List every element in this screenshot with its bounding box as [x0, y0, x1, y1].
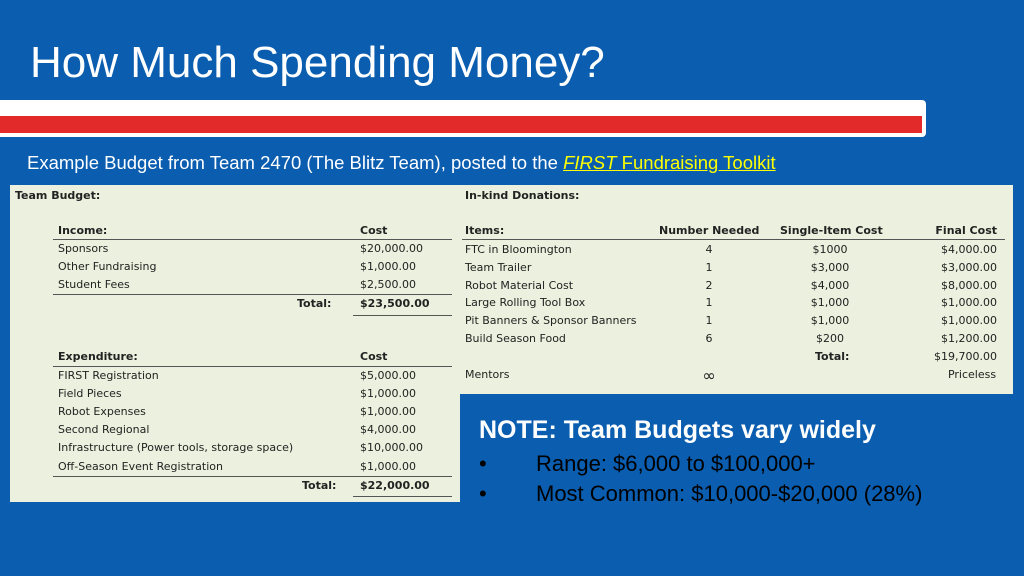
in-kind-heading: In-kind Donations: — [465, 189, 580, 202]
bullet-icon: • — [479, 481, 487, 506]
in-kind-single-cost: $1,000 — [810, 296, 850, 309]
expenditure-cost: $5,000.00 — [360, 369, 416, 382]
income-cost: $20,000.00 — [360, 242, 423, 255]
in-kind-number: 4 — [705, 243, 713, 256]
in-kind-single-cost: $1,000 — [810, 314, 850, 327]
in-kind-final-cost: $1,000.00 — [941, 296, 997, 309]
expenditure-item: Off-Season Event Registration — [58, 460, 223, 473]
in-kind-single-cost: $200 — [816, 332, 844, 345]
expenditure-header: Expenditure: — [58, 350, 138, 363]
in-kind-number: 2 — [705, 279, 713, 292]
income-item: Other Fundraising — [58, 260, 157, 273]
expenditure-total-value: $22,000.00 — [360, 479, 430, 492]
expenditure-cost: $1,000.00 — [360, 387, 416, 400]
in-kind-total-value: $19,700.00 — [934, 350, 997, 363]
in-kind-final-cost: $3,000.00 — [941, 261, 997, 274]
fundraising-toolkit-link[interactable]: Fundraising Toolkit — [616, 152, 776, 173]
income-total-underline — [353, 315, 452, 316]
expenditure-cost-header: Cost — [360, 350, 388, 363]
in-kind-item: Robot Material Cost — [465, 279, 574, 292]
in-kind-item: Large Rolling Tool Box — [465, 296, 586, 309]
mentors-value: Priceless — [947, 368, 997, 381]
note-bullet-text: Most Common: $10,000-$20,000 (28%) — [536, 481, 923, 506]
header-stripe-white — [0, 100, 918, 116]
team-budget-heading: Team Budget: — [15, 189, 101, 202]
subtitle-text: Example Budget from Team 2470 (The Blitz… — [27, 152, 564, 173]
in-kind-single-cost: $4,000 — [810, 279, 850, 292]
in-kind-number: 6 — [705, 332, 713, 345]
in-kind-donations-table: In-kind Donations: Items: Number Needed … — [459, 185, 1013, 394]
number-needed-header: Number Needed — [659, 224, 760, 237]
note-box: NOTE: Team Budgets vary widely — [479, 415, 876, 445]
expenditure-cost: $4,000.00 — [360, 423, 416, 436]
expenditure-item: Infrastructure (Power tools, storage spa… — [58, 441, 294, 454]
note-title: NOTE: Team Budgets vary widely — [479, 416, 876, 444]
mentors-label: Mentors — [465, 368, 510, 381]
in-kind-item: Build Season Food — [465, 332, 566, 345]
in-kind-item: FTC in Bloomington — [465, 243, 572, 256]
slide-title: How Much Spending Money? — [30, 38, 605, 87]
income-cost: $1,000.00 — [360, 260, 416, 273]
first-link[interactable]: FIRST — [563, 152, 617, 173]
expenditure-total-underline — [353, 496, 452, 497]
team-budget-table: Team Budget: Income: Cost Sponsors $20,0… — [10, 185, 460, 502]
in-kind-final-cost: $1,200.00 — [941, 332, 997, 345]
in-kind-number: 1 — [705, 261, 713, 274]
expenditure-item: FIRST Registration — [58, 369, 159, 382]
income-header: Income: — [58, 224, 108, 237]
in-kind-item: Pit Banners & Sponsor Banners — [465, 314, 637, 327]
income-total-value: $23,500.00 — [360, 297, 430, 310]
expenditure-header-rule — [53, 366, 452, 367]
income-header-rule — [53, 239, 452, 240]
in-kind-total-label: Total: — [815, 350, 850, 363]
header-stripe-white-bottom — [0, 133, 918, 137]
expenditure-total-label: Total: — [302, 479, 337, 492]
stripe-end-cap-red — [912, 116, 922, 133]
in-kind-final-cost: $8,000.00 — [941, 279, 997, 292]
in-kind-item: Team Trailer — [465, 261, 532, 274]
final-cost-header: Final Cost — [935, 224, 997, 237]
income-cost: $2,500.00 — [360, 278, 416, 291]
items-header: Items: — [465, 224, 505, 237]
in-kind-header-rule — [462, 239, 1005, 240]
income-total-label: Total: — [297, 297, 332, 310]
expenditure-item: Field Pieces — [58, 387, 122, 400]
expenditure-total-rule — [53, 476, 452, 477]
in-kind-number: 1 — [705, 296, 713, 309]
in-kind-single-cost: $3,000 — [810, 261, 850, 274]
header-stripe-red — [0, 116, 918, 133]
expenditure-cost: $1,000.00 — [360, 460, 416, 473]
income-cost-header: Cost — [360, 224, 388, 237]
income-item: Student Fees — [58, 278, 130, 291]
infinity-symbol: ∞ — [702, 366, 716, 385]
single-item-cost-header: Single-Item Cost — [780, 224, 883, 237]
in-kind-number: 1 — [705, 314, 713, 327]
bullet-icon: • — [479, 451, 487, 476]
expenditure-item: Second Regional — [58, 423, 150, 436]
expenditure-cost: $1,000.00 — [360, 405, 416, 418]
expenditure-cost: $10,000.00 — [360, 441, 423, 454]
subtitle: Example Budget from Team 2470 (The Blitz… — [27, 150, 776, 176]
income-total-rule — [53, 294, 452, 295]
income-item: Sponsors — [58, 242, 109, 255]
in-kind-final-cost: $1,000.00 — [941, 314, 997, 327]
in-kind-single-cost: $1000 — [812, 243, 848, 256]
expenditure-item: Robot Expenses — [58, 405, 146, 418]
note-bullet-text: Range: $6,000 to $100,000+ — [536, 451, 816, 476]
in-kind-final-cost: $4,000.00 — [941, 243, 997, 256]
